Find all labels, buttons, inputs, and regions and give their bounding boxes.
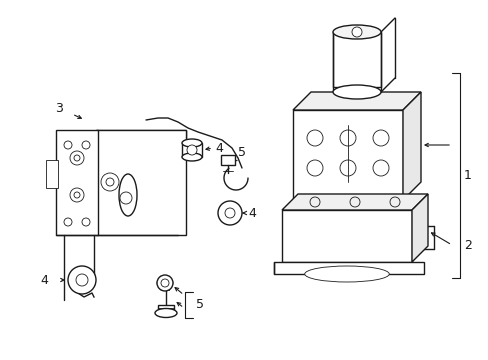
Polygon shape (282, 194, 427, 210)
Circle shape (306, 160, 323, 176)
Bar (332, 32, 380, 87)
Circle shape (76, 274, 88, 286)
Ellipse shape (332, 25, 380, 39)
Ellipse shape (304, 266, 388, 282)
Bar (158, 305, 174, 313)
Bar (96, 130, 185, 235)
Circle shape (186, 145, 197, 155)
Bar (292, 110, 402, 200)
Circle shape (70, 188, 84, 202)
Circle shape (351, 27, 361, 37)
Circle shape (74, 192, 80, 198)
Circle shape (70, 151, 84, 165)
Circle shape (372, 130, 388, 146)
Circle shape (82, 141, 90, 149)
Ellipse shape (182, 153, 202, 161)
Ellipse shape (155, 309, 177, 318)
Circle shape (372, 160, 388, 176)
Bar (221, 155, 235, 165)
Circle shape (309, 197, 319, 207)
Text: 1: 1 (463, 168, 471, 181)
Circle shape (224, 208, 235, 218)
Circle shape (339, 130, 355, 146)
Circle shape (120, 192, 132, 204)
Circle shape (218, 201, 242, 225)
Bar (282, 210, 411, 262)
Bar (96, 130, 185, 158)
Ellipse shape (182, 139, 202, 147)
Bar (273, 262, 423, 274)
Polygon shape (402, 92, 420, 200)
Circle shape (389, 197, 399, 207)
Text: 5: 5 (238, 145, 245, 158)
Circle shape (157, 275, 173, 291)
Bar (56, 130, 98, 235)
Text: 2: 2 (463, 239, 471, 252)
Circle shape (161, 279, 169, 287)
Bar (46, 160, 58, 188)
Ellipse shape (332, 85, 380, 99)
Text: 4: 4 (40, 274, 48, 287)
Circle shape (64, 218, 72, 226)
Circle shape (64, 141, 72, 149)
Polygon shape (411, 194, 427, 262)
Polygon shape (292, 92, 420, 110)
Circle shape (306, 130, 323, 146)
Circle shape (101, 173, 119, 191)
Text: 4: 4 (215, 141, 223, 154)
Circle shape (349, 197, 359, 207)
Circle shape (106, 178, 114, 186)
Circle shape (68, 266, 96, 294)
Bar (182, 143, 202, 157)
Circle shape (339, 160, 355, 176)
Ellipse shape (119, 174, 137, 216)
Text: 3: 3 (55, 102, 63, 114)
Circle shape (82, 218, 90, 226)
Circle shape (74, 155, 80, 161)
Text: 5: 5 (196, 298, 203, 311)
Text: 4: 4 (247, 207, 255, 220)
